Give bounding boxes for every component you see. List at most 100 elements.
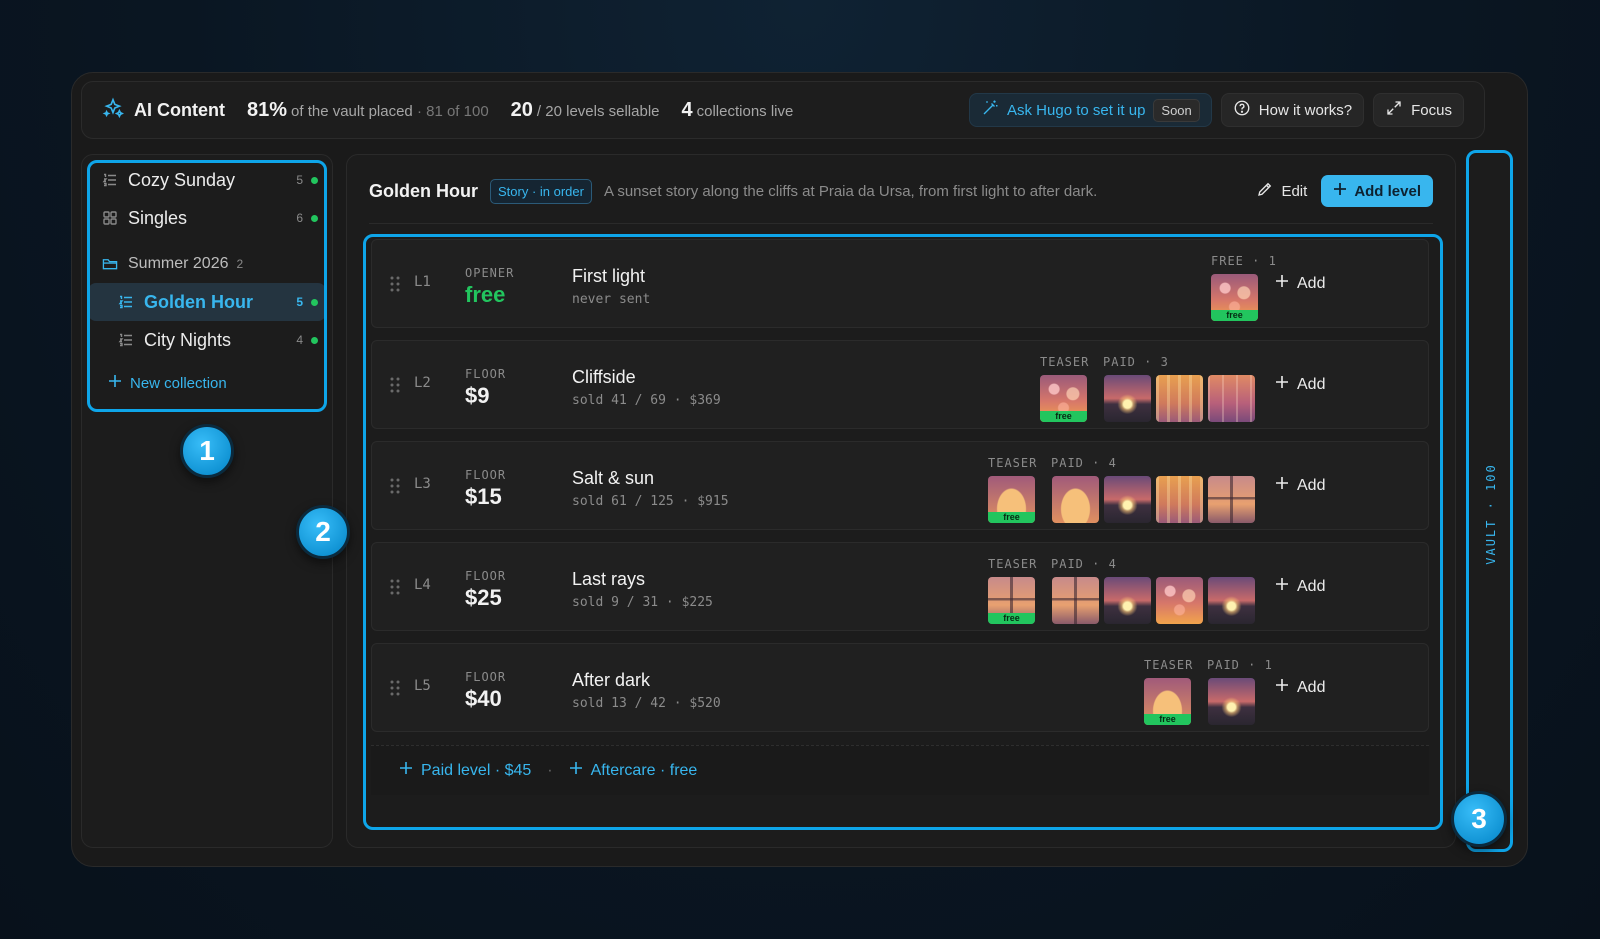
live-status-dot — [311, 214, 318, 222]
level-media: TEASER PAID · 3 free — [1040, 355, 1258, 422]
collection-golden-hour[interactable]: Golden Hour 5 — [88, 283, 326, 321]
level-media: TEASER PAID · 1 free — [1144, 658, 1272, 725]
callout-badge-3: 3 — [1451, 791, 1507, 847]
brand-title: AI Content — [134, 99, 225, 120]
drag-handle-icon[interactable] — [390, 579, 400, 600]
media-thumbnail[interactable] — [1208, 678, 1255, 725]
level-row[interactable]: L4 FLOOR $25 Last rays sold 9 / 31 · $22… — [371, 542, 1429, 631]
media-thumbnail[interactable] — [1208, 577, 1255, 624]
plus-icon — [1275, 577, 1289, 596]
level-row[interactable]: L3 FLOOR $15 Salt & sun sold 61 / 125 · … — [371, 441, 1429, 530]
free-tag: free — [1211, 310, 1258, 321]
media-thumbnail[interactable] — [1208, 476, 1255, 523]
level-id: L3 — [414, 476, 431, 492]
level-name: Last rays — [572, 569, 646, 589]
media-thumbnail[interactable] — [1104, 577, 1151, 624]
teaser-label: TEASER — [1144, 658, 1194, 672]
plus-icon — [399, 761, 413, 780]
media-thumbnail[interactable] — [1156, 476, 1203, 523]
how-it-works-button[interactable]: How it works? — [1220, 93, 1365, 127]
new-collection-label: New collection — [130, 374, 227, 392]
collection-city-nights[interactable]: City Nights 4 — [88, 321, 326, 359]
story-order-badge: Story · in order — [490, 178, 592, 204]
add-media-button[interactable]: Add — [1275, 274, 1325, 293]
highlight-box-3 — [1466, 150, 1513, 852]
add-media-button[interactable]: Add — [1275, 577, 1325, 596]
media-thumbnail[interactable] — [1156, 577, 1203, 624]
new-collection-button[interactable]: New collection — [88, 369, 326, 397]
level-id: L2 — [414, 375, 431, 391]
add-media-button[interactable]: Add — [1275, 678, 1325, 697]
level-type: FLOOR — [465, 367, 507, 381]
focus-label: Focus — [1411, 101, 1452, 119]
edit-button[interactable]: Edit — [1256, 180, 1307, 202]
level-row[interactable]: L5 FLOOR $40 After dark sold 13 / 42 · $… — [371, 643, 1429, 732]
drag-handle-icon[interactable] — [390, 276, 400, 297]
level-sold: never sent — [572, 292, 651, 307]
level-price: free — [465, 282, 506, 307]
folder-summer-2026[interactable]: Summer 2026 2 — [88, 245, 326, 283]
level-row[interactable]: L1 OPENER free First light never sent FR… — [371, 239, 1429, 328]
level-sold: sold 61 / 125 · $915 — [572, 494, 729, 509]
media-thumbnail[interactable] — [1156, 375, 1203, 422]
collection-label: Golden Hour — [144, 291, 253, 312]
collection-cozy-sunday[interactable]: Cozy Sunday 5 — [88, 161, 326, 199]
ask-hugo-button[interactable]: Ask Hugo to set it up Soon — [969, 93, 1212, 127]
add-media-button[interactable]: Add — [1275, 476, 1325, 495]
edit-label: Edit — [1281, 182, 1308, 200]
paid-label: FREE · 1 — [1211, 254, 1277, 268]
plus-icon — [1275, 678, 1289, 697]
media-thumbnail[interactable] — [1052, 577, 1099, 624]
focus-button[interactable]: Focus — [1373, 93, 1464, 127]
add-label: Add — [1297, 375, 1326, 393]
drag-handle-icon[interactable] — [390, 377, 400, 398]
level-price: $25 — [465, 585, 502, 610]
level-name: First light — [572, 266, 646, 286]
vault-rail[interactable]: VAULT · 100 — [1470, 154, 1512, 848]
vault-percent: 81% — [246, 98, 288, 121]
drag-handle-icon[interactable] — [390, 478, 400, 499]
collection-singles[interactable]: Singles 6 — [88, 199, 326, 237]
plus-icon — [1275, 375, 1289, 394]
plus-icon — [1275, 274, 1289, 293]
live-status-dot — [311, 176, 318, 184]
add-level-button[interactable]: Add level — [1321, 175, 1433, 207]
media-thumbnail[interactable]: free — [988, 476, 1035, 523]
add-paid-level-button[interactable]: Paid level · $45 — [399, 761, 531, 780]
level-media: FREE · 1 free — [1211, 254, 1276, 321]
vault-count: · 81 of 100 — [416, 102, 489, 120]
free-tag: free — [1144, 714, 1191, 725]
levels-num: 20 — [510, 98, 533, 121]
collections-num: 4 — [681, 98, 693, 121]
live-status-dot — [311, 298, 318, 306]
media-thumbnail[interactable] — [1104, 375, 1151, 422]
drag-handle-icon[interactable] — [390, 680, 400, 701]
vault-text: of the vault placed — [291, 102, 413, 120]
media-thumbnail[interactable] — [1104, 476, 1151, 523]
add-media-button[interactable]: Add — [1275, 375, 1325, 394]
collection-detail-panel: Golden Hour Story · in order A sunset st… — [346, 154, 1456, 848]
add-paid-level-label: Paid level · $45 — [421, 761, 532, 779]
highlight-box-1 — [87, 160, 327, 412]
collection-count: 4 — [296, 333, 303, 347]
soon-badge: Soon — [1153, 98, 1200, 122]
highlight-box-2 — [363, 234, 1443, 830]
level-name: Cliffside — [572, 367, 636, 387]
media-thumbnail[interactable]: free — [1144, 678, 1191, 725]
level-media: TEASER PAID · 4 free — [988, 557, 1258, 624]
media-thumbnail[interactable]: free — [988, 577, 1035, 624]
media-thumbnail[interactable] — [1208, 375, 1255, 422]
media-thumbnail[interactable]: free — [1211, 274, 1258, 321]
add-aftercare-button[interactable]: Aftercare · free — [569, 761, 697, 780]
level-sold: sold 9 / 31 · $225 — [572, 595, 713, 610]
plus-icon — [1333, 182, 1347, 200]
media-thumbnail[interactable] — [1052, 476, 1099, 523]
level-row[interactable]: L2 FLOOR $9 Cliffside sold 41 / 69 · $36… — [371, 340, 1429, 429]
plus-icon — [108, 374, 122, 392]
level-type: OPENER — [465, 266, 515, 280]
level-price: $15 — [465, 484, 502, 509]
levels-stat: 20/ 20 levels sellable — [511, 99, 660, 122]
media-thumbnail[interactable]: free — [1040, 375, 1087, 422]
collection-label: City Nights — [144, 329, 232, 350]
collection-count: 5 — [296, 295, 303, 309]
